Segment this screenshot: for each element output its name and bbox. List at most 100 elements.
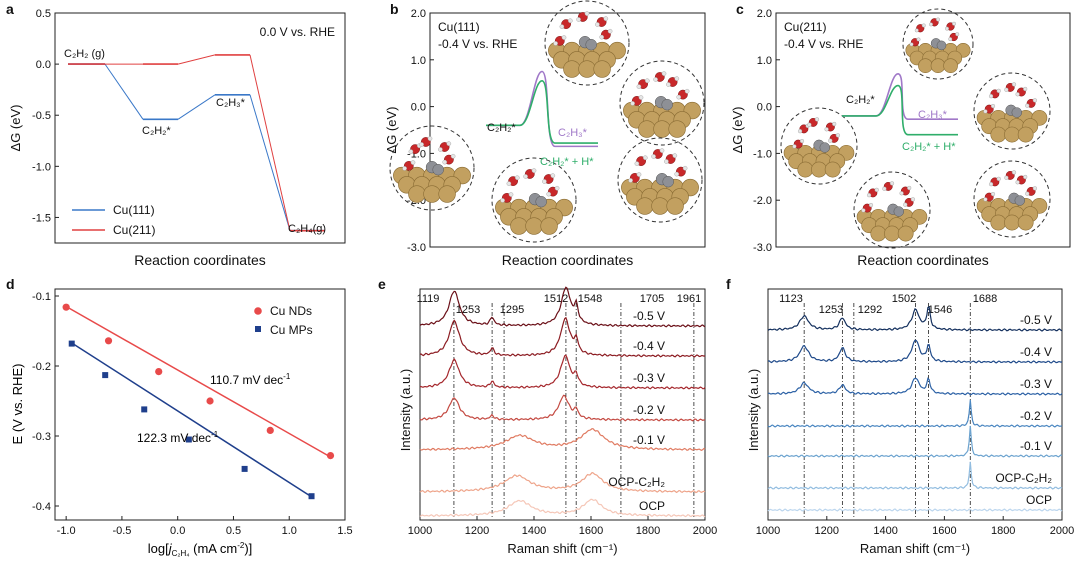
hydrogen-atom — [550, 173, 556, 178]
carbon-atom — [936, 40, 947, 51]
hydrogen-atom — [554, 185, 560, 191]
hydrogen-atom — [542, 179, 547, 184]
hydrogen-atom — [595, 22, 600, 27]
hydrogen-atom — [1025, 191, 1030, 196]
carbon-atom — [661, 98, 673, 111]
panel-b-ytick-label: 1.0 — [411, 55, 426, 67]
hydrogen-atom — [990, 191, 996, 197]
hydrogen-atom — [442, 159, 448, 165]
copper-atom — [636, 197, 654, 215]
panel-label-f: f — [726, 276, 731, 292]
panel-c-ytick-label: 0.0 — [757, 102, 772, 114]
hydrogen-atom — [638, 95, 644, 100]
structure-outline — [853, 171, 931, 249]
carbon-atom — [1014, 195, 1025, 206]
hydrogen-atom — [868, 202, 874, 208]
hydrogen-atom — [936, 17, 940, 22]
peak-label: 1512 — [544, 293, 568, 305]
panel-a-title: 0.0 V vs. RHE — [260, 25, 335, 39]
panel-b-ytick-label: 0.0 — [411, 102, 426, 114]
hydrogen-atom — [807, 122, 812, 127]
hydrogen-atom — [799, 138, 805, 144]
spectrum-label: -0.2 V — [633, 403, 665, 417]
panel-c-axes — [775, 12, 1071, 248]
panel-f-xlabel: Raman shift (cm⁻¹) — [860, 541, 970, 556]
hydrogen-atom — [988, 182, 994, 187]
hydrogen-atom — [996, 88, 1001, 93]
spectrum--0.2 V — [767, 399, 1063, 428]
structure-outline — [619, 60, 705, 146]
peak-label: 1548 — [578, 293, 602, 305]
spectrum-OCP-C₂H₂ — [767, 461, 1063, 490]
structure-outline — [617, 137, 703, 223]
copper-atom — [1004, 126, 1020, 143]
carbon-atom — [893, 206, 904, 217]
hydrogen-atom — [1004, 87, 1009, 92]
peak-label: 1253 — [819, 304, 843, 316]
panel-d-xtick-label: 0.5 — [226, 525, 241, 537]
panel-e-ylabel: Intensity (a.u.) — [398, 369, 413, 451]
hydrogen-atom — [945, 26, 949, 31]
data-point — [102, 372, 109, 379]
hydrogen-atom — [651, 154, 656, 159]
legend-label-cu111: Cu(111) — [113, 203, 155, 217]
hydrogen-atom — [1032, 186, 1037, 191]
copper-atom — [943, 58, 958, 73]
panel-a-ytick-label: 0.5 — [36, 8, 51, 20]
hydrogen-atom — [828, 138, 833, 143]
panel-d-ytick-label: -0.1 — [32, 291, 51, 303]
panel-b-ytick-label: 2.0 — [411, 8, 426, 20]
carbon-atom — [432, 163, 444, 176]
state-label-c2h2g: C₂H₂ (g) — [64, 48, 105, 60]
hydrogen-atom — [797, 129, 803, 134]
copper-atom — [408, 185, 426, 203]
panel-a-ytick-label: 0.0 — [36, 59, 51, 71]
copper-atom — [510, 217, 528, 235]
hydrogen-atom — [882, 186, 887, 191]
panel-c-ytick-label: 1.0 — [757, 55, 772, 67]
legend-marker-nds — [254, 307, 262, 315]
label-c2h2-plus-h: C₂H₂* + H* — [902, 141, 956, 153]
hydrogen-atom — [948, 37, 953, 42]
copper-atom — [540, 217, 558, 235]
spectrum--0.3 V — [767, 377, 1063, 396]
copper-atom — [525, 217, 543, 235]
panel-d-xlabel: log[jC₂H₄ (mA cm-2)] — [148, 541, 253, 558]
spectrum--0.2 V — [419, 394, 706, 422]
panel-f-xtick-label: 1800 — [991, 525, 1015, 537]
hydrogen-atom — [559, 24, 565, 29]
peak-label: 1705 — [640, 293, 664, 305]
hydrogen-atom — [607, 28, 613, 34]
carbon-atom — [819, 142, 830, 153]
panel-d-xtick-label: 0.0 — [170, 525, 185, 537]
panel-f-xtick-label: 1400 — [873, 525, 897, 537]
reaction-path — [842, 73, 958, 121]
reaction-path — [842, 84, 958, 136]
panel-c-ytick-label: -2.0 — [753, 195, 772, 207]
hydrogen-atom — [983, 109, 988, 114]
data-point — [62, 303, 70, 311]
hydrogen-atom — [1015, 180, 1020, 185]
spectrum--0.4 V — [419, 316, 706, 358]
hydrogen-atom — [916, 37, 921, 42]
peak-label: 1688 — [973, 293, 997, 305]
hydrogen-atom — [408, 149, 414, 154]
hydrogen-atom — [506, 181, 512, 186]
spectrum-label: -0.5 V — [633, 309, 665, 323]
hydrogen-atom — [832, 121, 837, 127]
panel-d-ytick-label: -0.3 — [32, 431, 51, 443]
copper-atom — [897, 225, 914, 242]
label-initial-state: C₂H₂* — [487, 122, 516, 134]
spectrum--0.5 V — [767, 305, 1063, 332]
slope-annotation: 110.7 mV dec-1 — [210, 372, 291, 387]
hydrogen-atom — [515, 175, 520, 181]
carbon-atom — [662, 175, 674, 188]
reaction-path — [486, 80, 598, 144]
hydrogen-atom — [630, 101, 635, 106]
hydrogen-atom — [446, 141, 452, 146]
panel-d-ylabel: E (V vs. RHE) — [10, 364, 25, 445]
panel-e-xtick-label: 1400 — [522, 525, 546, 537]
panel-c-ytick-label: -3.0 — [753, 242, 772, 254]
hydrogen-atom — [672, 153, 678, 158]
